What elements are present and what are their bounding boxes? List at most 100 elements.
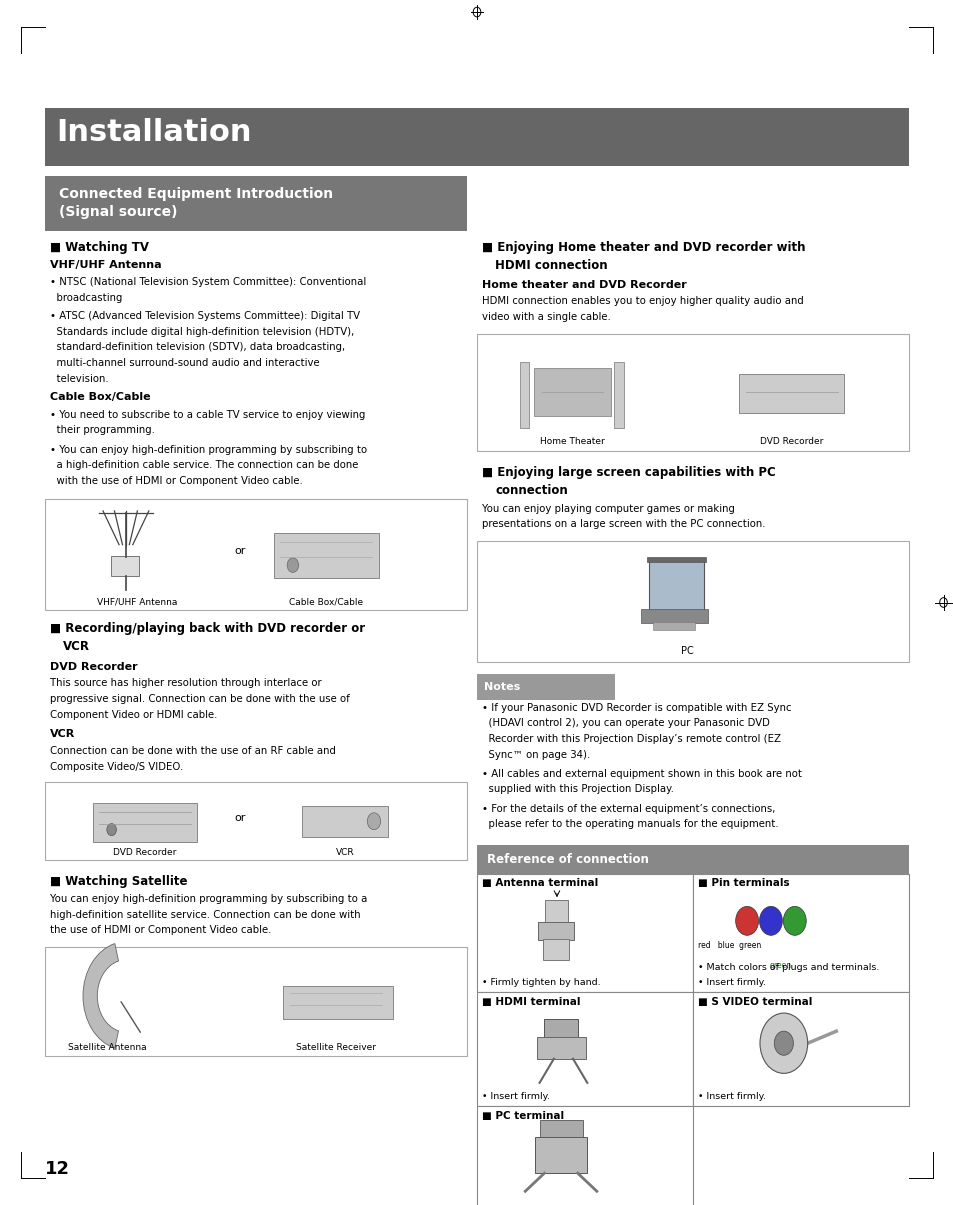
Bar	[476, 992, 692, 1106]
Text: broadcasting: broadcasting	[50, 293, 122, 302]
Bar	[45, 782, 466, 860]
Bar	[537, 1038, 586, 1059]
Text: You can enjoy high-definition programming by subscribing to a: You can enjoy high-definition programmin…	[50, 894, 367, 904]
Text: VCR: VCR	[335, 848, 355, 857]
Text: Home Theater: Home Theater	[539, 437, 604, 446]
Bar	[542, 939, 569, 960]
Bar	[476, 541, 908, 662]
Text: Installation: Installation	[56, 118, 252, 147]
Text: DVD Recorder: DVD Recorder	[50, 662, 137, 671]
Text: please refer to the operating manuals for the equipment.: please refer to the operating manuals fo…	[481, 819, 778, 829]
Text: ■ PC terminal: ■ PC terminal	[481, 1111, 563, 1121]
Text: • Insert firmly.: • Insert firmly.	[481, 1093, 549, 1101]
Text: multi-channel surround-sound audio and interactive: multi-channel surround-sound audio and i…	[50, 358, 319, 368]
Bar	[111, 556, 139, 576]
Text: • You can enjoy high-definition programming by subscribing to: • You can enjoy high-definition programm…	[50, 445, 366, 454]
Bar	[692, 992, 908, 1106]
Text: progressive signal. Connection can be done with the use of: progressive signal. Connection can be do…	[50, 694, 349, 704]
Circle shape	[760, 1013, 807, 1074]
Text: • If your Panasonic DVD Recorder is compatible with EZ Sync: • If your Panasonic DVD Recorder is comp…	[481, 703, 790, 712]
Circle shape	[774, 1031, 793, 1056]
Bar	[692, 874, 908, 992]
Bar	[45, 176, 466, 231]
Circle shape	[367, 813, 380, 830]
Text: ■ Watching Satellite: ■ Watching Satellite	[50, 875, 187, 888]
Text: ■ Enjoying large screen capabilities with PC: ■ Enjoying large screen capabilities wit…	[481, 466, 775, 480]
Text: DVD Recorder: DVD Recorder	[760, 437, 822, 446]
Bar	[537, 922, 574, 940]
Bar	[539, 1121, 582, 1138]
Text: (Signal source): (Signal source)	[59, 205, 177, 219]
Text: • All cables and external equipment shown in this book are not: • All cables and external equipment show…	[481, 769, 801, 778]
Text: DVD Recorder: DVD Recorder	[113, 848, 176, 857]
Circle shape	[782, 906, 805, 935]
Bar	[646, 557, 705, 562]
Bar	[544, 1019, 578, 1041]
Text: Notes: Notes	[483, 682, 519, 692]
Bar	[476, 874, 692, 992]
Text: ■ Recording/playing back with DVD recorder or: ■ Recording/playing back with DVD record…	[50, 622, 364, 635]
Bar	[476, 845, 908, 874]
Bar	[283, 986, 393, 1019]
Text: ■ S VIDEO terminal: ■ S VIDEO terminal	[697, 997, 811, 1006]
Bar	[739, 374, 843, 412]
Bar	[45, 108, 908, 166]
Bar	[535, 1138, 587, 1174]
Text: This source has higher resolution through interlace or: This source has higher resolution throug…	[50, 678, 321, 688]
Text: Satellite Receiver: Satellite Receiver	[295, 1044, 375, 1052]
Text: (HDAVI control 2), you can operate your Panasonic DVD: (HDAVI control 2), you can operate your …	[481, 718, 769, 728]
Text: television.: television.	[50, 374, 108, 383]
Text: • You need to subscribe to a cable TV service to enjoy viewing: • You need to subscribe to a cable TV se…	[50, 410, 365, 419]
Text: • Insert firmly.: • Insert firmly.	[697, 1093, 765, 1101]
Text: supplied with this Projection Display.: supplied with this Projection Display.	[481, 784, 673, 794]
Text: ■ Pin terminals: ■ Pin terminals	[697, 878, 789, 888]
Text: with the use of HDMI or Component Video cable.: with the use of HDMI or Component Video …	[50, 476, 302, 486]
Circle shape	[735, 906, 758, 935]
Text: green: green	[768, 960, 791, 970]
Text: or: or	[234, 546, 246, 556]
Bar	[476, 674, 615, 700]
Text: ■ HDMI terminal: ■ HDMI terminal	[481, 997, 579, 1006]
Text: Home theater and DVD Recorder: Home theater and DVD Recorder	[481, 280, 686, 289]
Text: red   blue  green: red blue green	[697, 941, 760, 951]
Bar	[648, 560, 703, 611]
Text: connection: connection	[495, 484, 567, 498]
Bar	[544, 900, 568, 924]
Text: Cable Box/Cable: Cable Box/Cable	[50, 392, 150, 401]
Bar	[476, 1106, 692, 1205]
Text: Sync™ on page 34).: Sync™ on page 34).	[481, 750, 589, 759]
Text: • ATSC (Advanced Television Systems Committee): Digital TV: • ATSC (Advanced Television Systems Comm…	[50, 311, 359, 321]
Bar	[476, 334, 908, 451]
Text: • Insert firmly.: • Insert firmly.	[697, 978, 765, 987]
Bar	[45, 499, 466, 610]
Wedge shape	[83, 944, 118, 1048]
Text: Reference of connection: Reference of connection	[486, 853, 648, 865]
Text: the use of HDMI or Component Video cable.: the use of HDMI or Component Video cable…	[50, 925, 271, 935]
Bar	[92, 804, 197, 842]
Text: You can enjoy playing computer games or making: You can enjoy playing computer games or …	[481, 504, 734, 513]
Bar	[614, 362, 623, 429]
Text: or: or	[234, 812, 246, 823]
Text: • For the details of the external equipment’s connections,: • For the details of the external equipm…	[481, 804, 775, 813]
Bar	[274, 533, 378, 578]
Text: Standards include digital high-definition television (HDTV),: Standards include digital high-definitio…	[50, 327, 354, 336]
Bar	[519, 362, 529, 429]
Text: VHF/UHF Antenna: VHF/UHF Antenna	[97, 598, 177, 606]
Text: Component Video or HDMI cable.: Component Video or HDMI cable.	[50, 710, 216, 719]
Text: a high-definition cable service. The connection can be done: a high-definition cable service. The con…	[50, 460, 357, 470]
Text: • Match colors of plugs and terminals.: • Match colors of plugs and terminals.	[697, 964, 879, 972]
Text: ■ Watching TV: ■ Watching TV	[50, 241, 149, 254]
Circle shape	[107, 824, 116, 836]
Text: Composite Video/S VIDEO.: Composite Video/S VIDEO.	[50, 762, 183, 771]
Text: HDMI connection: HDMI connection	[495, 259, 607, 272]
Text: • Firmly tighten by hand.: • Firmly tighten by hand.	[481, 978, 599, 987]
Bar	[534, 369, 610, 417]
Text: their programming.: their programming.	[50, 425, 154, 435]
Text: ■ Enjoying Home theater and DVD recorder with: ■ Enjoying Home theater and DVD recorder…	[481, 241, 804, 254]
Text: Connected Equipment Introduction: Connected Equipment Introduction	[59, 187, 333, 201]
Text: high-definition satellite service. Connection can be done with: high-definition satellite service. Conne…	[50, 910, 360, 919]
Text: 12: 12	[45, 1160, 70, 1178]
Circle shape	[287, 558, 298, 572]
Text: • NTSC (National Television System Committee): Conventional: • NTSC (National Television System Commi…	[50, 277, 365, 287]
Text: VHF/UHF Antenna: VHF/UHF Antenna	[50, 260, 161, 270]
